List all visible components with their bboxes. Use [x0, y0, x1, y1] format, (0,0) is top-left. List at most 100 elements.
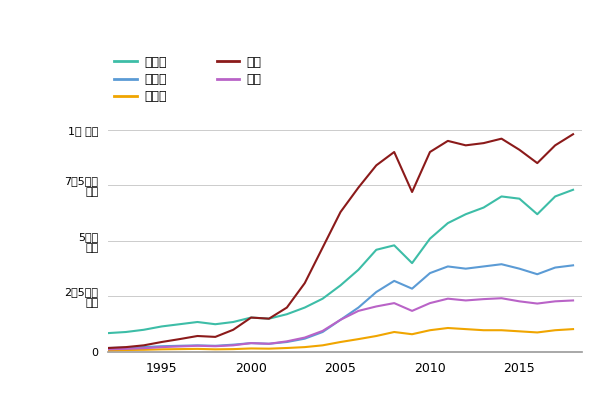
부품	[391, 150, 398, 154]
생산재	[176, 343, 183, 348]
소비재	[140, 327, 148, 332]
소비재	[158, 324, 165, 329]
원자재	[409, 332, 416, 337]
섬유	[391, 301, 398, 306]
섬유	[516, 299, 523, 304]
소비재	[319, 296, 326, 301]
생산재	[462, 266, 469, 271]
생산재	[212, 343, 219, 348]
소비재	[337, 283, 344, 288]
원자재	[212, 347, 219, 352]
섬유	[176, 344, 183, 349]
섬유	[337, 317, 344, 322]
원자재	[337, 340, 344, 344]
생산재	[427, 271, 434, 276]
생산재	[516, 266, 523, 271]
소비재	[373, 247, 380, 252]
생산재	[480, 264, 487, 269]
생산재	[355, 305, 362, 310]
원자재	[355, 337, 362, 342]
생산재	[230, 342, 237, 347]
부품	[230, 327, 237, 332]
섬유	[140, 346, 148, 351]
부품	[247, 315, 254, 320]
생산재	[194, 343, 201, 348]
원자재	[391, 330, 398, 334]
부품	[301, 281, 308, 286]
원자재	[319, 343, 326, 348]
생산재	[498, 262, 505, 267]
소비재	[444, 221, 451, 226]
섬유	[551, 299, 559, 304]
부품	[283, 305, 290, 310]
생산재	[373, 290, 380, 294]
원자재	[265, 346, 272, 351]
원자재	[194, 346, 201, 351]
생산재	[283, 340, 290, 344]
Legend: 소비재, 생산재, 원자재, 부품, 섬유, : 소비재, 생산재, 원자재, 부품, 섬유,	[114, 56, 262, 103]
섬유	[569, 298, 577, 303]
소비재	[265, 316, 272, 321]
부품	[104, 346, 112, 350]
Line: 부품: 부품	[108, 134, 573, 348]
부품	[444, 138, 451, 143]
원자재	[551, 328, 559, 333]
소비재	[104, 331, 112, 336]
생산재	[158, 344, 165, 349]
부품	[122, 345, 130, 350]
생산재	[319, 330, 326, 334]
원자재	[301, 345, 308, 350]
부품	[427, 150, 434, 154]
소비재	[283, 312, 290, 317]
원자재	[373, 334, 380, 338]
소비재	[194, 320, 201, 324]
원자재	[283, 346, 290, 350]
부품	[355, 185, 362, 190]
원자재	[444, 326, 451, 330]
소비재	[427, 236, 434, 241]
부품	[265, 316, 272, 321]
생산재	[569, 263, 577, 268]
부품	[498, 136, 505, 141]
부품	[140, 343, 148, 348]
섬유	[409, 308, 416, 313]
소비재	[355, 267, 362, 272]
소비재	[498, 194, 505, 199]
원자재	[427, 328, 434, 333]
생산재	[140, 345, 148, 350]
섬유	[247, 341, 254, 346]
섬유	[265, 341, 272, 346]
소비재	[533, 212, 541, 217]
소비재	[480, 205, 487, 210]
섬유	[104, 347, 112, 352]
부품	[569, 132, 577, 137]
생산재	[301, 336, 308, 341]
소비재	[569, 187, 577, 192]
생산재	[337, 317, 344, 322]
원자재	[462, 327, 469, 332]
원자재	[140, 347, 148, 352]
부품	[176, 337, 183, 342]
소비재	[212, 322, 219, 327]
섬유	[498, 296, 505, 301]
원자재	[176, 347, 183, 352]
원자재	[247, 346, 254, 351]
원자재	[533, 330, 541, 335]
소비재	[122, 330, 130, 334]
원자재	[569, 327, 577, 332]
섬유	[319, 328, 326, 333]
섬유	[301, 335, 308, 340]
섬유	[480, 297, 487, 302]
소비재	[301, 305, 308, 310]
생산재	[551, 265, 559, 270]
소비재	[247, 315, 254, 320]
생산재	[122, 345, 130, 350]
섬유	[283, 339, 290, 344]
소비재	[391, 243, 398, 248]
부품	[373, 163, 380, 168]
원자재	[122, 348, 130, 352]
생산재	[247, 341, 254, 346]
부품	[533, 161, 541, 166]
부품	[551, 143, 559, 148]
섬유	[212, 344, 219, 349]
